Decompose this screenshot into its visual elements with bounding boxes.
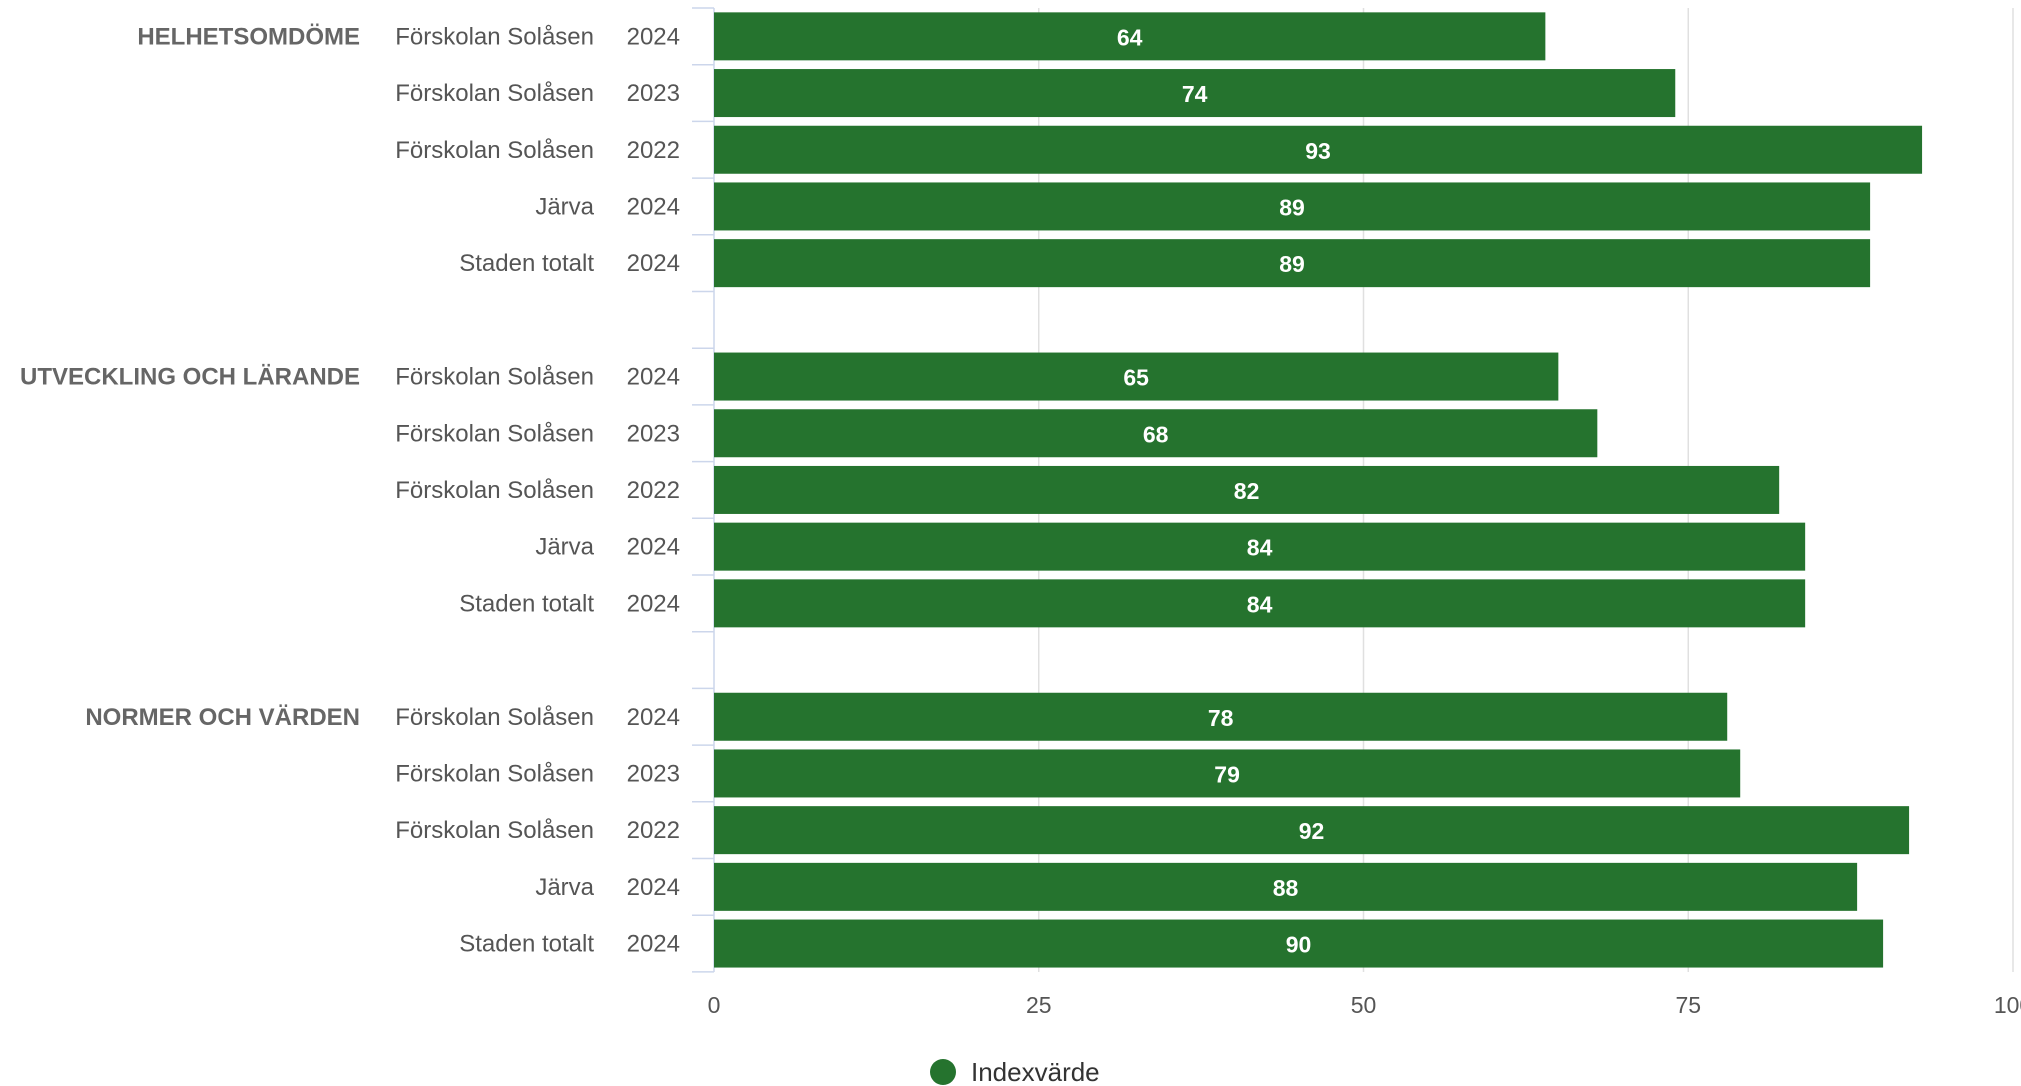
group-label: UTVECKLING OCH LÄRANDE <box>20 364 360 391</box>
category-label: Förskolan Solåsen <box>395 364 594 391</box>
year-label: 2024 <box>627 874 680 901</box>
year-label: 2024 <box>627 23 680 50</box>
bar <box>714 522 1806 571</box>
data-label: 92 <box>1299 818 1325 844</box>
category-label: Förskolan Solåsen <box>395 760 594 787</box>
year-label: 2024 <box>627 193 680 220</box>
x-tick-label: 25 <box>1026 992 1052 1018</box>
data-label: 93 <box>1305 138 1331 164</box>
bar <box>714 182 1871 231</box>
year-label: 2023 <box>627 760 680 787</box>
data-label: 82 <box>1234 478 1260 504</box>
bar <box>714 69 1676 118</box>
category-label: Förskolan Solåsen <box>395 420 594 447</box>
year-label: 2024 <box>627 590 680 617</box>
bar <box>714 806 1910 855</box>
bar <box>714 579 1806 628</box>
bar <box>714 12 1546 61</box>
group-label: NORMER OCH VÄRDEN <box>85 704 360 731</box>
category-label: Järva <box>535 874 594 901</box>
category-label: Förskolan Solåsen <box>395 23 594 50</box>
category-label: Staden totalt <box>459 590 594 617</box>
bar <box>714 749 1741 798</box>
category-label: Staden totalt <box>459 931 594 958</box>
category-label: Järva <box>535 193 594 220</box>
year-label: 2023 <box>627 80 680 107</box>
data-label: 79 <box>1214 761 1240 787</box>
bar <box>714 465 1780 514</box>
bar <box>714 409 1598 458</box>
year-label: 2022 <box>627 137 680 164</box>
x-tick-label: 75 <box>1675 992 1701 1018</box>
bar <box>714 692 1728 741</box>
bar <box>714 125 1923 174</box>
bar <box>714 239 1871 288</box>
year-label: 2024 <box>627 704 680 731</box>
year-label: 2022 <box>627 477 680 504</box>
data-label: 84 <box>1247 591 1273 617</box>
x-tick-label: 0 <box>708 992 721 1018</box>
bar <box>714 352 1559 401</box>
x-tick-label: 50 <box>1351 992 1377 1018</box>
category-label: Förskolan Solåsen <box>395 817 594 844</box>
category-label: Förskolan Solåsen <box>395 477 594 504</box>
year-label: 2022 <box>627 817 680 844</box>
bar <box>714 919 1884 968</box>
data-label: 64 <box>1117 24 1143 50</box>
year-label: 2024 <box>627 250 680 277</box>
category-label: Förskolan Solåsen <box>395 137 594 164</box>
legend-label: Indexvärde <box>971 1057 1100 1086</box>
data-label: 78 <box>1208 705 1234 731</box>
category-label: Förskolan Solåsen <box>395 704 594 731</box>
year-label: 2024 <box>627 931 680 958</box>
year-label: 2023 <box>627 420 680 447</box>
x-tick-label: 100 <box>1994 992 2021 1018</box>
category-label: Förskolan Solåsen <box>395 80 594 107</box>
data-label: 65 <box>1123 365 1149 391</box>
data-label: 68 <box>1143 421 1169 447</box>
data-label: 74 <box>1182 81 1208 107</box>
bar <box>714 862 1858 911</box>
group-label: HELHETSOMDÖME <box>137 23 360 50</box>
category-label: Järva <box>535 534 594 561</box>
year-label: 2024 <box>627 534 680 561</box>
data-label: 90 <box>1286 932 1312 958</box>
data-label: 84 <box>1247 535 1273 561</box>
category-label: Staden totalt <box>459 250 594 277</box>
data-label: 88 <box>1273 875 1299 901</box>
year-label: 2024 <box>627 364 680 391</box>
data-label: 89 <box>1279 251 1305 277</box>
legend-marker <box>930 1059 956 1085</box>
data-label: 89 <box>1279 194 1305 220</box>
